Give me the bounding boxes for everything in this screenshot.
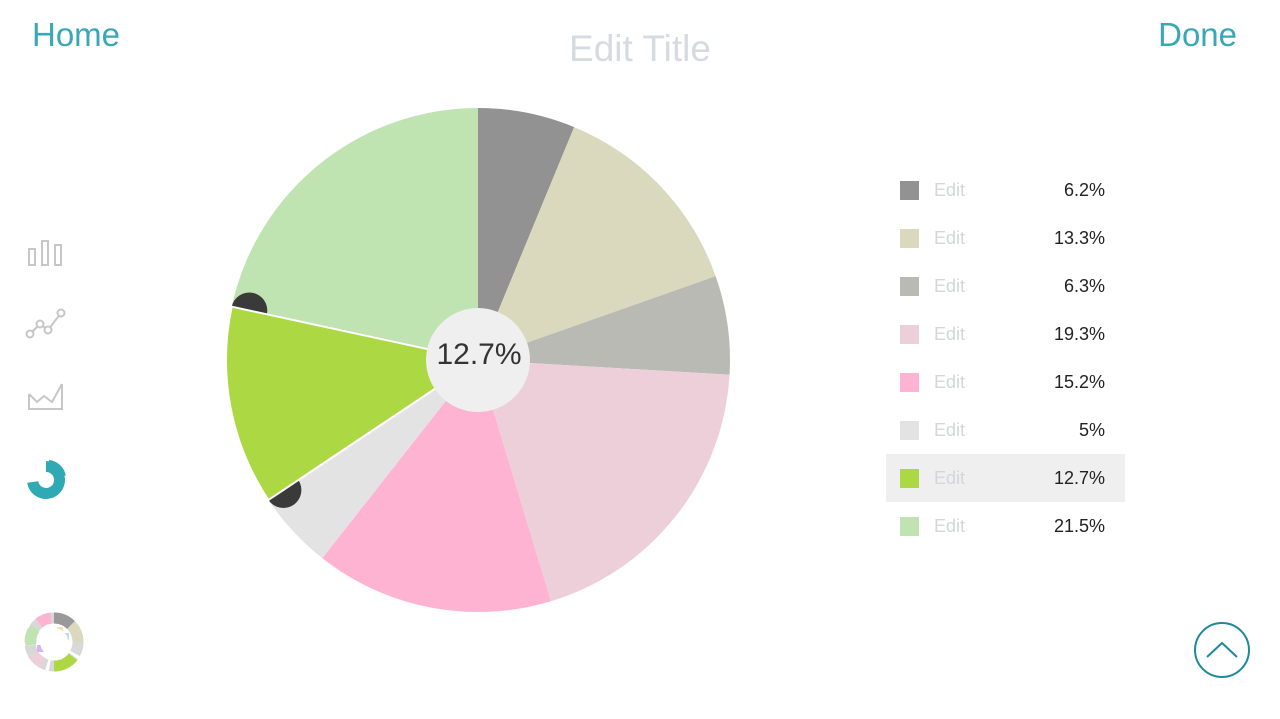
home-button[interactable]: Home xyxy=(32,16,121,53)
pie-chart-icon[interactable] xyxy=(24,458,68,507)
done-button[interactable]: Done xyxy=(1158,16,1237,53)
scroll-up-button[interactable] xyxy=(1192,621,1252,686)
chart-title[interactable]: Edit Title xyxy=(569,28,711,69)
legend-row[interactable]: Edit 15.2% xyxy=(886,358,1125,406)
pie-slice-5[interactable] xyxy=(268,360,478,559)
legend-swatch xyxy=(900,517,919,536)
pie-slice-4[interactable] xyxy=(322,360,551,612)
area-chart-icon[interactable] xyxy=(24,378,68,419)
legend-value: 15.2% xyxy=(1053,372,1105,392)
legend-swatch xyxy=(900,181,919,200)
pie-center xyxy=(426,308,530,412)
legend: Edit 6.2% Edit 13.3% Edit 6.3% Edit 19.3% Edit 15… xyxy=(886,166,1125,550)
legend-swatch xyxy=(900,277,919,296)
legend-row[interactable]: Edit 6.3% xyxy=(886,262,1125,310)
legend-label[interactable]: Edit xyxy=(934,468,966,488)
legend-value: 13.3% xyxy=(1053,228,1105,248)
legend-value: 19.3% xyxy=(1053,324,1105,344)
pie-slice-3[interactable] xyxy=(478,360,730,602)
color-palette-icon[interactable] xyxy=(23,611,85,678)
legend-row[interactable]: Edit 21.5% xyxy=(886,502,1125,550)
pie-slice-7[interactable] xyxy=(231,108,478,360)
legend-row[interactable]: Edit 12.7% xyxy=(886,454,1125,502)
pie-slice-2[interactable] xyxy=(478,276,731,375)
center-value-label: 12.7% xyxy=(436,338,522,371)
legend-row[interactable]: Edit 5% xyxy=(886,406,1125,454)
legend-label[interactable]: Edit xyxy=(934,228,966,248)
legend-value: 6.2% xyxy=(1063,180,1105,200)
legend-swatch xyxy=(900,229,919,248)
legend-swatch xyxy=(900,325,919,344)
pie-slice-selected[interactable] xyxy=(225,305,481,502)
legend-swatch xyxy=(900,469,919,488)
bar-chart-icon[interactable] xyxy=(24,236,66,275)
legend-value: 12.7% xyxy=(1053,468,1105,488)
legend-value: 5% xyxy=(1078,420,1105,440)
legend-label[interactable]: Edit xyxy=(934,324,966,344)
pie-slice-0[interactable] xyxy=(478,108,575,360)
line-chart-icon[interactable] xyxy=(24,306,68,347)
legend-label[interactable]: Edit xyxy=(934,276,966,296)
legend-label[interactable]: Edit xyxy=(934,372,966,392)
legend-row[interactable]: Edit 19.3% xyxy=(886,310,1125,358)
legend-value: 21.5% xyxy=(1053,516,1105,536)
legend-swatch xyxy=(900,421,919,440)
legend-swatch xyxy=(900,373,919,392)
pie-slice-1[interactable] xyxy=(478,127,716,361)
legend-value: 6.3% xyxy=(1063,276,1105,296)
legend-label[interactable]: Edit xyxy=(934,516,966,536)
legend-label[interactable]: Edit xyxy=(934,420,966,440)
legend-label[interactable]: Edit xyxy=(934,180,966,200)
legend-row[interactable]: Edit 6.2% xyxy=(886,166,1125,214)
legend-row[interactable]: Edit 13.3% xyxy=(886,214,1125,262)
